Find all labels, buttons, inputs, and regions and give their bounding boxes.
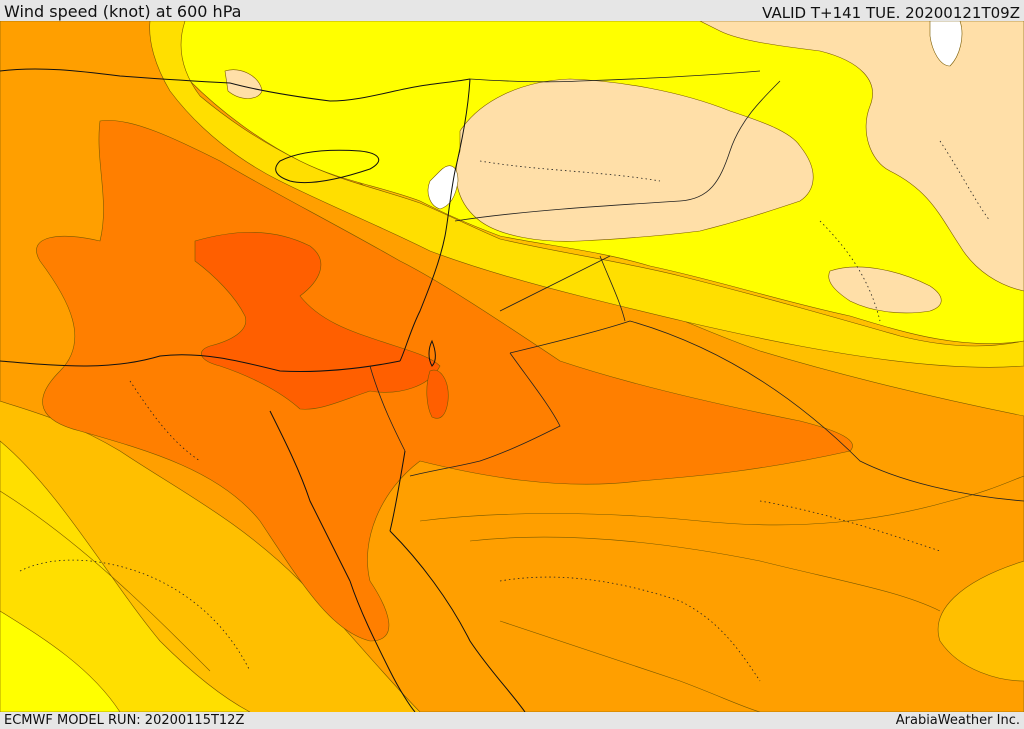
chart-title: Wind speed (knot) at 600 hPa bbox=[4, 2, 242, 21]
band-low-mid-north bbox=[149, 21, 1024, 368]
band-low-sw bbox=[0, 610, 121, 712]
footer-bar: ECMWF MODEL RUN: 20200115T12Z ArabiaWeat… bbox=[0, 712, 1024, 729]
header-bar: Wind speed (knot) at 600 hPa VALID T+141… bbox=[0, 0, 1024, 22]
contour-lines bbox=[0, 475, 1024, 712]
country-borders bbox=[369, 70, 1024, 502]
valid-time: VALID T+141 TUE. 20200121T09Z bbox=[762, 4, 1020, 22]
internal-borders bbox=[19, 140, 991, 682]
band-very-high-spot bbox=[426, 369, 449, 419]
credit: ArabiaWeather Inc. bbox=[895, 713, 1020, 728]
band-very-low-iran bbox=[699, 21, 1024, 292]
band-very-low-syria bbox=[455, 78, 814, 242]
wind-map-svg bbox=[0, 21, 1024, 712]
band-calm-caspian bbox=[929, 21, 963, 67]
band-very-low-turkey bbox=[224, 69, 263, 99]
coastlines bbox=[0, 68, 526, 712]
model-run: ECMWF MODEL RUN: 20200115T12Z bbox=[4, 713, 245, 728]
band-low-mid-sw bbox=[0, 440, 251, 712]
wind-map bbox=[0, 21, 1024, 712]
band-very-low-gulf bbox=[828, 266, 942, 314]
